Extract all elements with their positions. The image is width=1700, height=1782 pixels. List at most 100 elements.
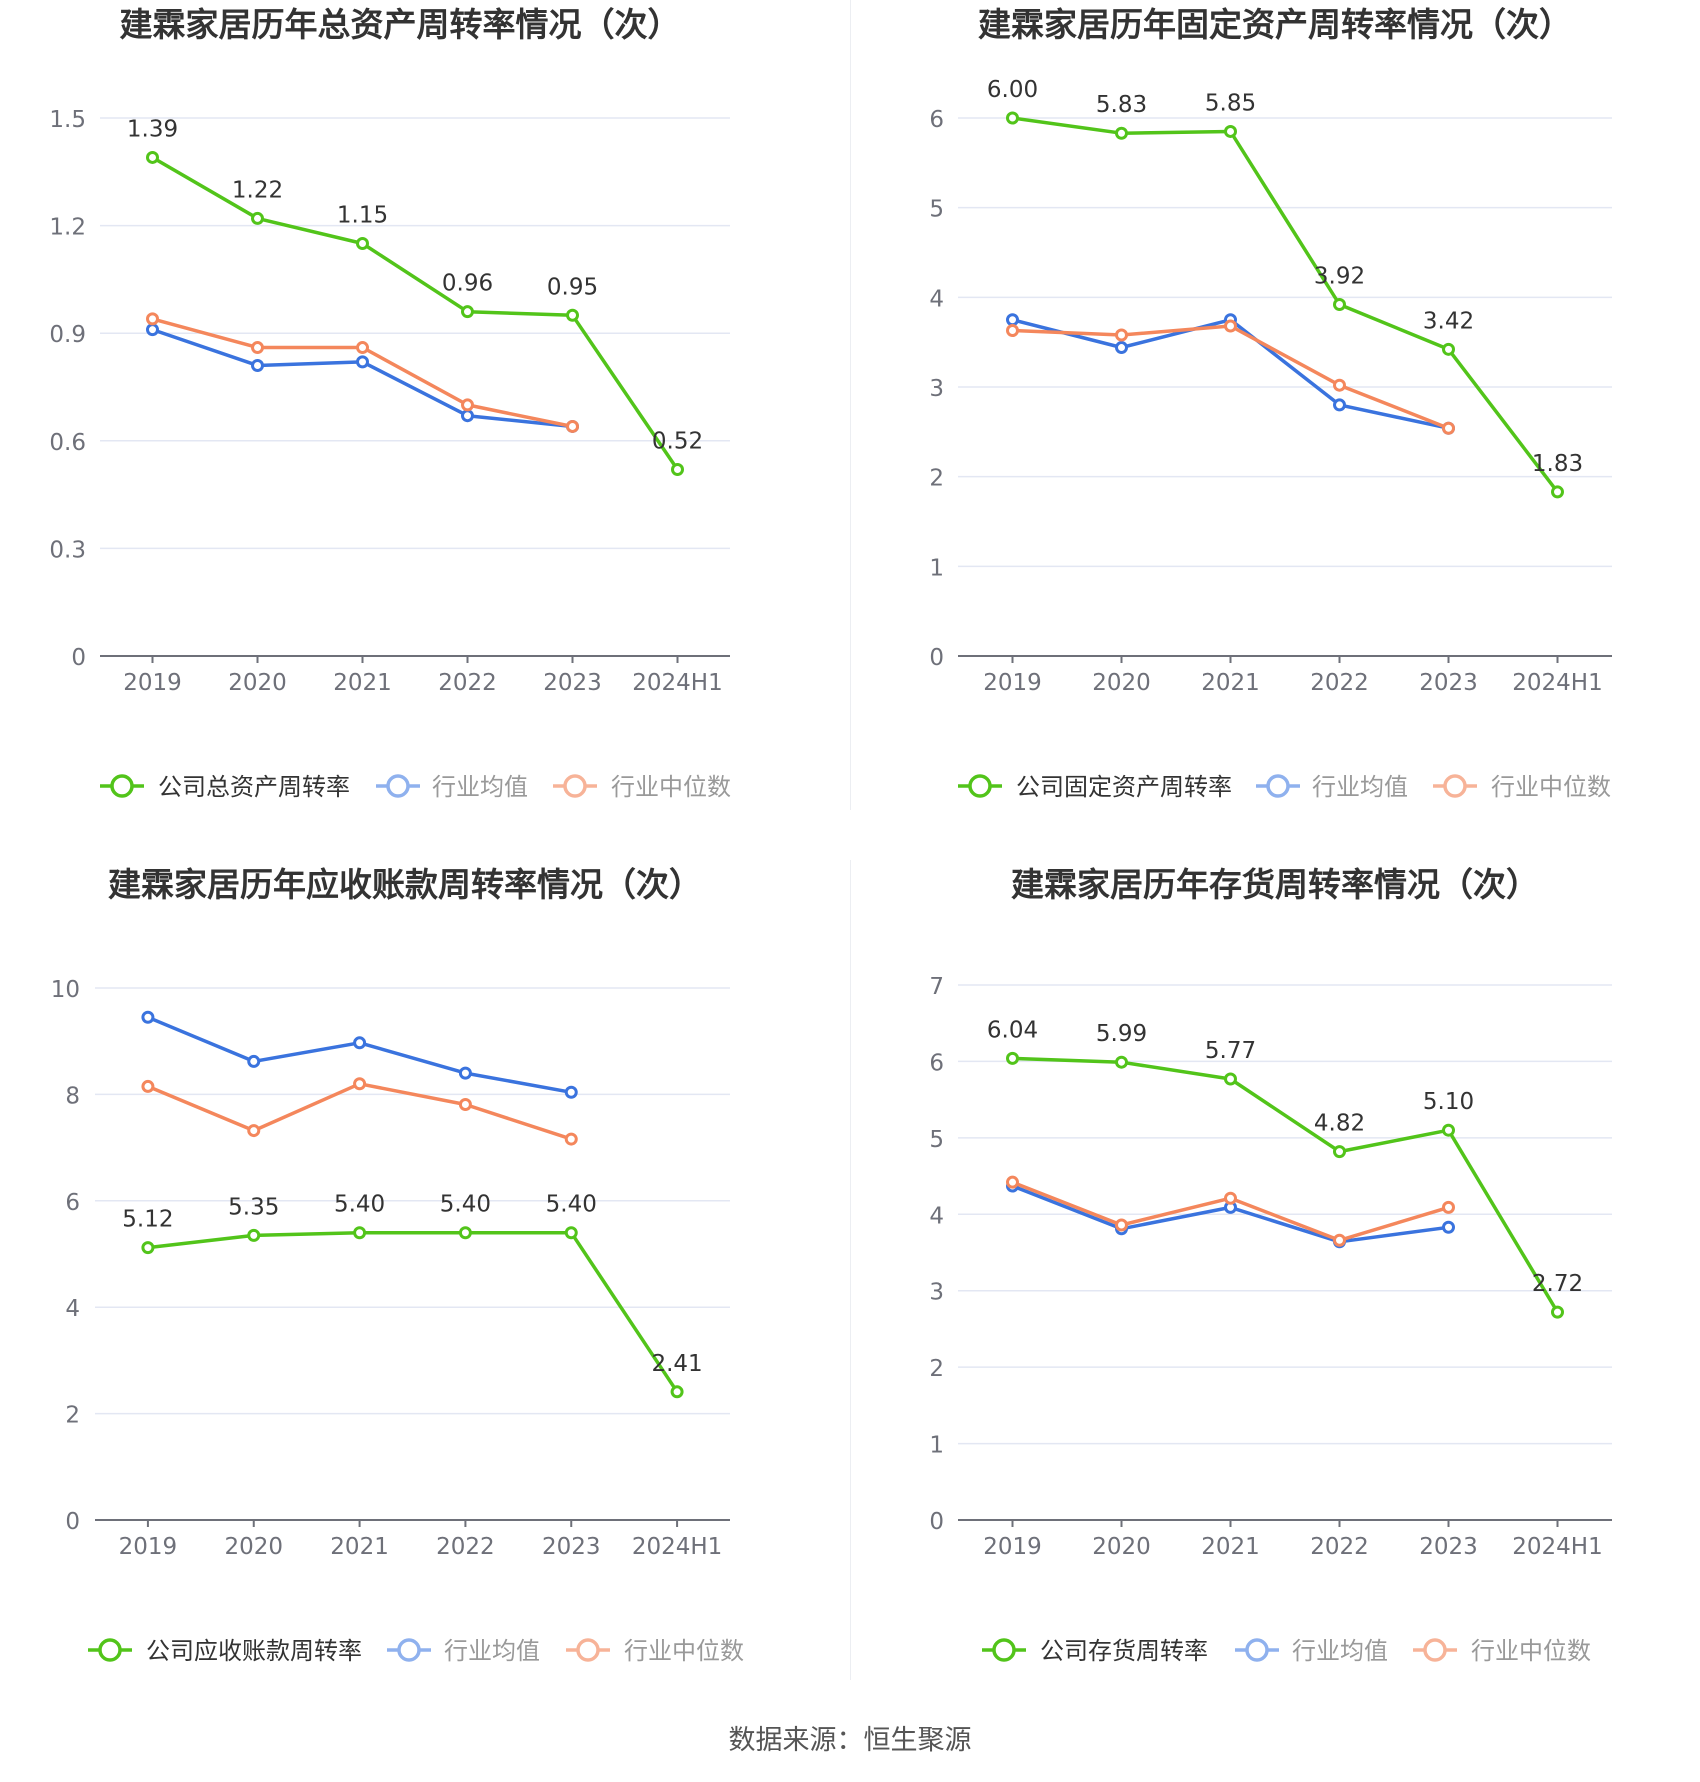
data-point[interactable] (1333, 398, 1346, 412)
data-point[interactable] (670, 1385, 684, 1399)
data-point[interactable] (1333, 298, 1346, 312)
panel-divider (850, 0, 851, 810)
data-point[interactable] (1224, 1191, 1237, 1205)
x-tick-label: 2022 (436, 1534, 495, 1560)
data-point[interactable] (1006, 111, 1019, 125)
legend-marker-icon (1266, 774, 1290, 798)
data-point[interactable] (458, 1066, 472, 1080)
data-point[interactable] (1224, 1072, 1237, 1086)
y-tick-label: 7 (929, 974, 944, 1000)
data-point[interactable] (146, 312, 159, 326)
data-label: 4.82 (1314, 1111, 1365, 1137)
data-point[interactable] (1006, 324, 1019, 338)
data-point[interactable] (1442, 342, 1455, 356)
data-point[interactable] (461, 398, 474, 412)
legend-label[interactable]: 行业中位数 (624, 1637, 744, 1665)
chart-title: 建霖家居历年应收账款周转率情况（次） (108, 865, 702, 904)
data-point[interactable] (356, 341, 369, 355)
data-point[interactable] (251, 358, 264, 372)
data-point[interactable] (1006, 313, 1019, 327)
data-source: 数据来源：恒生聚源 (728, 1725, 972, 1756)
data-point[interactable] (1442, 1123, 1455, 1137)
x-tick-label: 2020 (224, 1534, 283, 1560)
data-point[interactable] (566, 308, 579, 322)
legend-label[interactable]: 行业中位数 (1471, 1637, 1591, 1665)
data-point[interactable] (1442, 1200, 1455, 1214)
legend-label[interactable]: 行业中位数 (611, 773, 731, 801)
legend-label[interactable]: 行业中位数 (1491, 773, 1611, 801)
legend-label[interactable]: 行业均值 (432, 773, 528, 801)
data-point[interactable] (141, 1241, 155, 1255)
x-tick-label: 2023 (543, 670, 602, 696)
data-point[interactable] (1115, 1055, 1128, 1069)
data-point[interactable] (247, 1228, 261, 1242)
data-point[interactable] (251, 341, 264, 355)
y-tick-label: 2 (929, 466, 944, 492)
legend-label[interactable]: 公司总资产周转率 (158, 773, 350, 801)
data-point[interactable] (1551, 1305, 1564, 1319)
data-point[interactable] (146, 150, 159, 164)
y-tick-label: 0 (71, 645, 86, 671)
series-line (1012, 116, 1559, 493)
data-point[interactable] (1006, 1051, 1019, 1065)
legend-label[interactable]: 公司应收账款周转率 (146, 1637, 362, 1665)
legend-label[interactable]: 行业均值 (1292, 1637, 1388, 1665)
data-label: 5.12 (122, 1207, 173, 1233)
data-point[interactable] (353, 1036, 367, 1050)
y-tick-label: 4 (65, 1296, 80, 1322)
legend-marker-icon (576, 1638, 600, 1662)
y-tick-label: 0.3 (49, 537, 86, 563)
legend-label[interactable]: 公司存货周转率 (1040, 1637, 1208, 1665)
data-point[interactable] (353, 1077, 367, 1091)
data-point[interactable] (458, 1098, 472, 1112)
data-point[interactable] (1115, 1218, 1128, 1232)
legend-marker-icon (397, 1638, 421, 1662)
data-point[interactable] (1333, 1145, 1346, 1159)
data-label: 5.99 (1096, 1021, 1147, 1047)
data-point[interactable] (564, 1085, 578, 1099)
y-tick-label: 2 (65, 1403, 80, 1429)
data-point[interactable] (566, 419, 579, 433)
x-tick-label: 2022 (438, 670, 497, 696)
x-tick-label: 2024H1 (1512, 670, 1602, 696)
data-point[interactable] (1333, 1233, 1346, 1247)
data-point[interactable] (1333, 378, 1346, 392)
data-point[interactable] (1115, 126, 1128, 140)
data-point[interactable] (1224, 124, 1237, 138)
x-tick-label: 2019 (983, 1534, 1042, 1560)
data-point[interactable] (671, 462, 684, 476)
legend-label[interactable]: 行业均值 (1312, 773, 1408, 801)
data-label: 5.35 (228, 1194, 279, 1220)
data-point[interactable] (1006, 1175, 1019, 1189)
data-point[interactable] (564, 1226, 578, 1240)
data-point[interactable] (141, 1079, 155, 1093)
data-point[interactable] (353, 1226, 367, 1240)
data-point[interactable] (1115, 328, 1128, 342)
data-point[interactable] (1442, 1220, 1455, 1234)
data-point[interactable] (141, 1010, 155, 1024)
x-tick-label: 2021 (1201, 670, 1260, 696)
data-point[interactable] (356, 355, 369, 369)
data-point[interactable] (461, 409, 474, 423)
legend-label[interactable]: 行业均值 (444, 1637, 540, 1665)
data-point[interactable] (1442, 421, 1455, 435)
data-point[interactable] (356, 237, 369, 251)
series-line (147, 1230, 679, 1393)
data-point[interactable] (247, 1054, 261, 1068)
data-point[interactable] (461, 305, 474, 319)
data-point[interactable] (1115, 341, 1128, 355)
data-point[interactable] (458, 1226, 472, 1240)
y-tick-label: 1 (929, 1433, 944, 1459)
data-point[interactable] (564, 1132, 578, 1146)
data-point[interactable] (146, 323, 159, 337)
data-point[interactable] (247, 1124, 261, 1138)
x-tick-label: 2024H1 (632, 1534, 722, 1560)
data-point[interactable] (251, 211, 264, 225)
data-point[interactable] (1551, 485, 1564, 499)
data-label: 2.72 (1532, 1271, 1583, 1297)
y-tick-label: 0.9 (49, 322, 86, 348)
legend-label[interactable]: 公司固定资产周转率 (1016, 773, 1232, 801)
data-point[interactable] (1224, 319, 1237, 333)
chart-svg: 建霖家居历年固定资产周转率情况（次） 0 1 2 3 4 5 6 2019 2020 2021 20… (929, 5, 1612, 801)
legend-marker-icon (992, 1638, 1016, 1662)
